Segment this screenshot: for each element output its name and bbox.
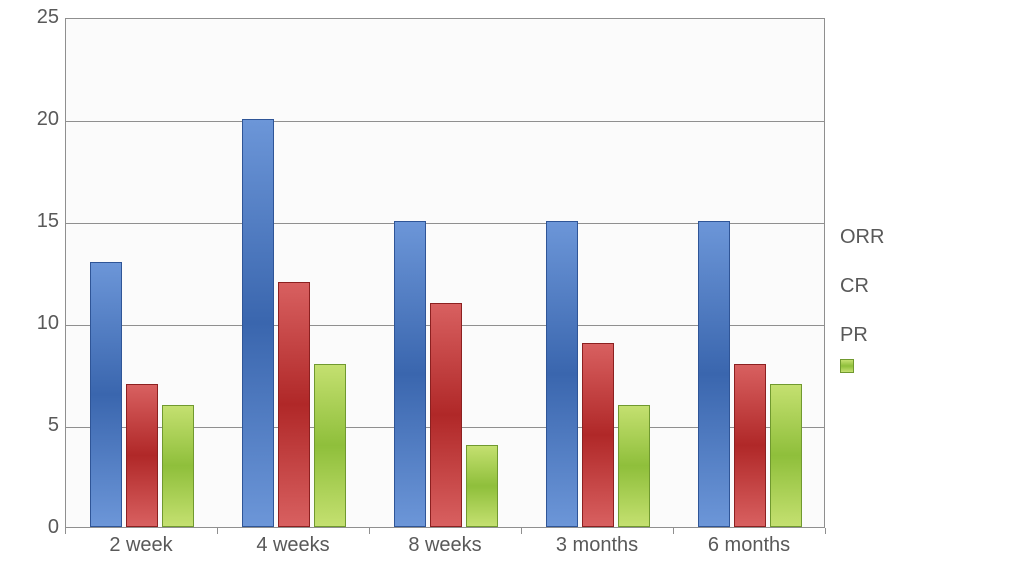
bar-pr <box>466 445 498 527</box>
x-tick-label: 8 weeks <box>369 534 521 557</box>
y-tick-label: 0 <box>3 516 59 539</box>
y-tick-label: 5 <box>3 414 59 437</box>
x-tick-label: 2 week <box>65 534 217 557</box>
bar-orr <box>242 119 274 527</box>
y-tick-label: 25 <box>3 6 59 29</box>
legend-label-cr: CR <box>840 275 869 298</box>
bar-cr <box>430 303 462 527</box>
bar-orr <box>394 221 426 527</box>
bar-pr <box>314 364 346 527</box>
bar-cr <box>278 282 310 527</box>
x-tick-label: 3 months <box>521 534 673 557</box>
legend-item-cr: CR <box>840 275 990 298</box>
chart-container: 0 5 10 15 20 25 2 week4 weeks8 weeks3 months6… <box>0 0 1011 582</box>
bar-orr <box>90 262 122 527</box>
x-tick-label: 6 months <box>673 534 825 557</box>
bar-pr <box>770 384 802 527</box>
bar-orr <box>546 221 578 527</box>
bar-cr <box>126 384 158 527</box>
bar-pr <box>618 405 650 527</box>
x-tick <box>825 528 826 534</box>
plot-area <box>65 18 825 528</box>
legend-label-pr: PR <box>840 324 868 347</box>
bar-cr <box>582 343 614 527</box>
y-tick-label: 20 <box>3 108 59 131</box>
y-tick-label: 10 <box>3 312 59 335</box>
legend-swatch-pr <box>840 359 854 373</box>
bar-orr <box>698 221 730 527</box>
legend-item-pr: PR <box>840 324 990 347</box>
gridline <box>66 121 824 122</box>
x-tick-label: 4 weeks <box>217 534 369 557</box>
legend-label-orr: ORR <box>840 226 884 249</box>
legend-item-orr: ORR <box>840 226 990 249</box>
bar-cr <box>734 364 766 527</box>
y-tick-label: 15 <box>3 210 59 233</box>
bar-pr <box>162 405 194 527</box>
legend: ORR CR PR <box>840 200 990 373</box>
